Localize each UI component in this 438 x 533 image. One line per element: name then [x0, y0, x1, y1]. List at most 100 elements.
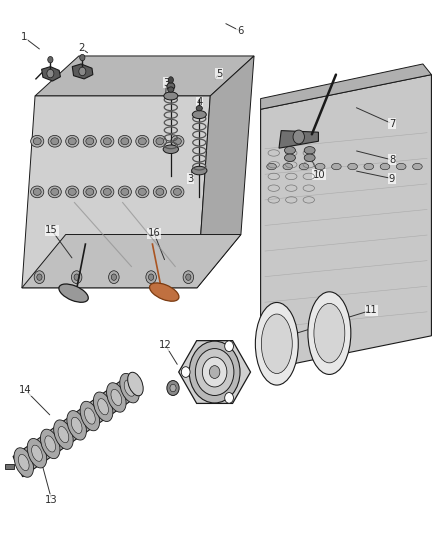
Ellipse shape — [332, 163, 341, 169]
Ellipse shape — [167, 83, 175, 90]
Ellipse shape — [32, 445, 42, 462]
Ellipse shape — [51, 138, 59, 144]
Circle shape — [225, 341, 233, 352]
Ellipse shape — [168, 87, 174, 92]
Ellipse shape — [156, 138, 164, 144]
Ellipse shape — [103, 189, 111, 195]
Ellipse shape — [18, 455, 29, 471]
Text: 8: 8 — [389, 155, 395, 165]
Circle shape — [80, 54, 85, 61]
Ellipse shape — [314, 303, 345, 363]
Circle shape — [111, 274, 117, 280]
Polygon shape — [179, 341, 251, 403]
Ellipse shape — [192, 110, 206, 118]
Ellipse shape — [31, 135, 44, 147]
Circle shape — [189, 341, 240, 403]
Text: 12: 12 — [159, 341, 172, 350]
Ellipse shape — [118, 135, 131, 147]
Ellipse shape — [45, 436, 56, 452]
Circle shape — [71, 271, 82, 284]
Ellipse shape — [304, 154, 315, 161]
Circle shape — [79, 67, 86, 76]
Text: 10: 10 — [313, 170, 325, 180]
Ellipse shape — [121, 189, 129, 195]
Ellipse shape — [267, 163, 276, 169]
Ellipse shape — [285, 147, 296, 154]
Text: 1: 1 — [21, 33, 27, 42]
Ellipse shape — [136, 186, 149, 198]
Text: 16: 16 — [148, 229, 161, 238]
Polygon shape — [22, 235, 241, 288]
Circle shape — [74, 274, 79, 280]
Ellipse shape — [304, 147, 315, 154]
Ellipse shape — [66, 135, 79, 147]
Ellipse shape — [163, 145, 178, 154]
Circle shape — [34, 271, 45, 284]
Ellipse shape — [118, 186, 131, 198]
Ellipse shape — [153, 186, 166, 198]
Ellipse shape — [67, 410, 86, 440]
Ellipse shape — [138, 189, 146, 195]
Polygon shape — [197, 56, 254, 288]
Text: 15: 15 — [45, 225, 58, 235]
Ellipse shape — [31, 186, 44, 198]
Ellipse shape — [164, 92, 178, 100]
Ellipse shape — [283, 163, 293, 169]
Circle shape — [148, 274, 154, 280]
Ellipse shape — [124, 380, 135, 396]
Ellipse shape — [149, 283, 179, 301]
Ellipse shape — [68, 189, 76, 195]
Ellipse shape — [71, 417, 82, 433]
Ellipse shape — [33, 138, 41, 144]
Ellipse shape — [66, 186, 79, 198]
Ellipse shape — [192, 166, 207, 175]
Ellipse shape — [255, 303, 298, 385]
Ellipse shape — [51, 189, 59, 195]
Ellipse shape — [261, 314, 292, 374]
Text: 2: 2 — [78, 43, 84, 53]
Ellipse shape — [315, 163, 325, 169]
Ellipse shape — [101, 135, 114, 147]
Ellipse shape — [33, 189, 41, 195]
Ellipse shape — [348, 163, 357, 169]
Text: 14: 14 — [19, 385, 32, 395]
Text: 9: 9 — [389, 174, 395, 183]
Ellipse shape — [103, 138, 111, 144]
Ellipse shape — [173, 138, 181, 144]
Ellipse shape — [27, 439, 47, 468]
Ellipse shape — [59, 284, 88, 302]
Ellipse shape — [98, 399, 109, 415]
Circle shape — [109, 271, 119, 284]
Ellipse shape — [86, 189, 94, 195]
Ellipse shape — [40, 429, 60, 459]
Ellipse shape — [285, 154, 296, 161]
Ellipse shape — [80, 401, 99, 431]
Polygon shape — [35, 56, 254, 96]
Ellipse shape — [138, 138, 146, 144]
Ellipse shape — [48, 186, 61, 198]
Ellipse shape — [196, 106, 202, 111]
Circle shape — [195, 349, 234, 395]
Circle shape — [225, 392, 233, 403]
Ellipse shape — [93, 392, 113, 422]
Circle shape — [183, 271, 194, 284]
Circle shape — [47, 69, 54, 78]
Ellipse shape — [121, 138, 129, 144]
Ellipse shape — [364, 163, 374, 169]
Circle shape — [181, 367, 190, 377]
Polygon shape — [22, 96, 210, 288]
Ellipse shape — [156, 189, 164, 195]
Ellipse shape — [136, 135, 149, 147]
Text: 4: 4 — [196, 98, 202, 107]
Text: 11: 11 — [365, 305, 378, 315]
Ellipse shape — [101, 186, 114, 198]
Text: 6: 6 — [237, 26, 243, 36]
Ellipse shape — [85, 408, 95, 424]
Circle shape — [146, 271, 156, 284]
Ellipse shape — [396, 163, 406, 169]
Ellipse shape — [14, 448, 33, 477]
Ellipse shape — [380, 163, 390, 169]
Ellipse shape — [83, 186, 96, 198]
Ellipse shape — [58, 426, 69, 443]
Circle shape — [202, 357, 227, 387]
